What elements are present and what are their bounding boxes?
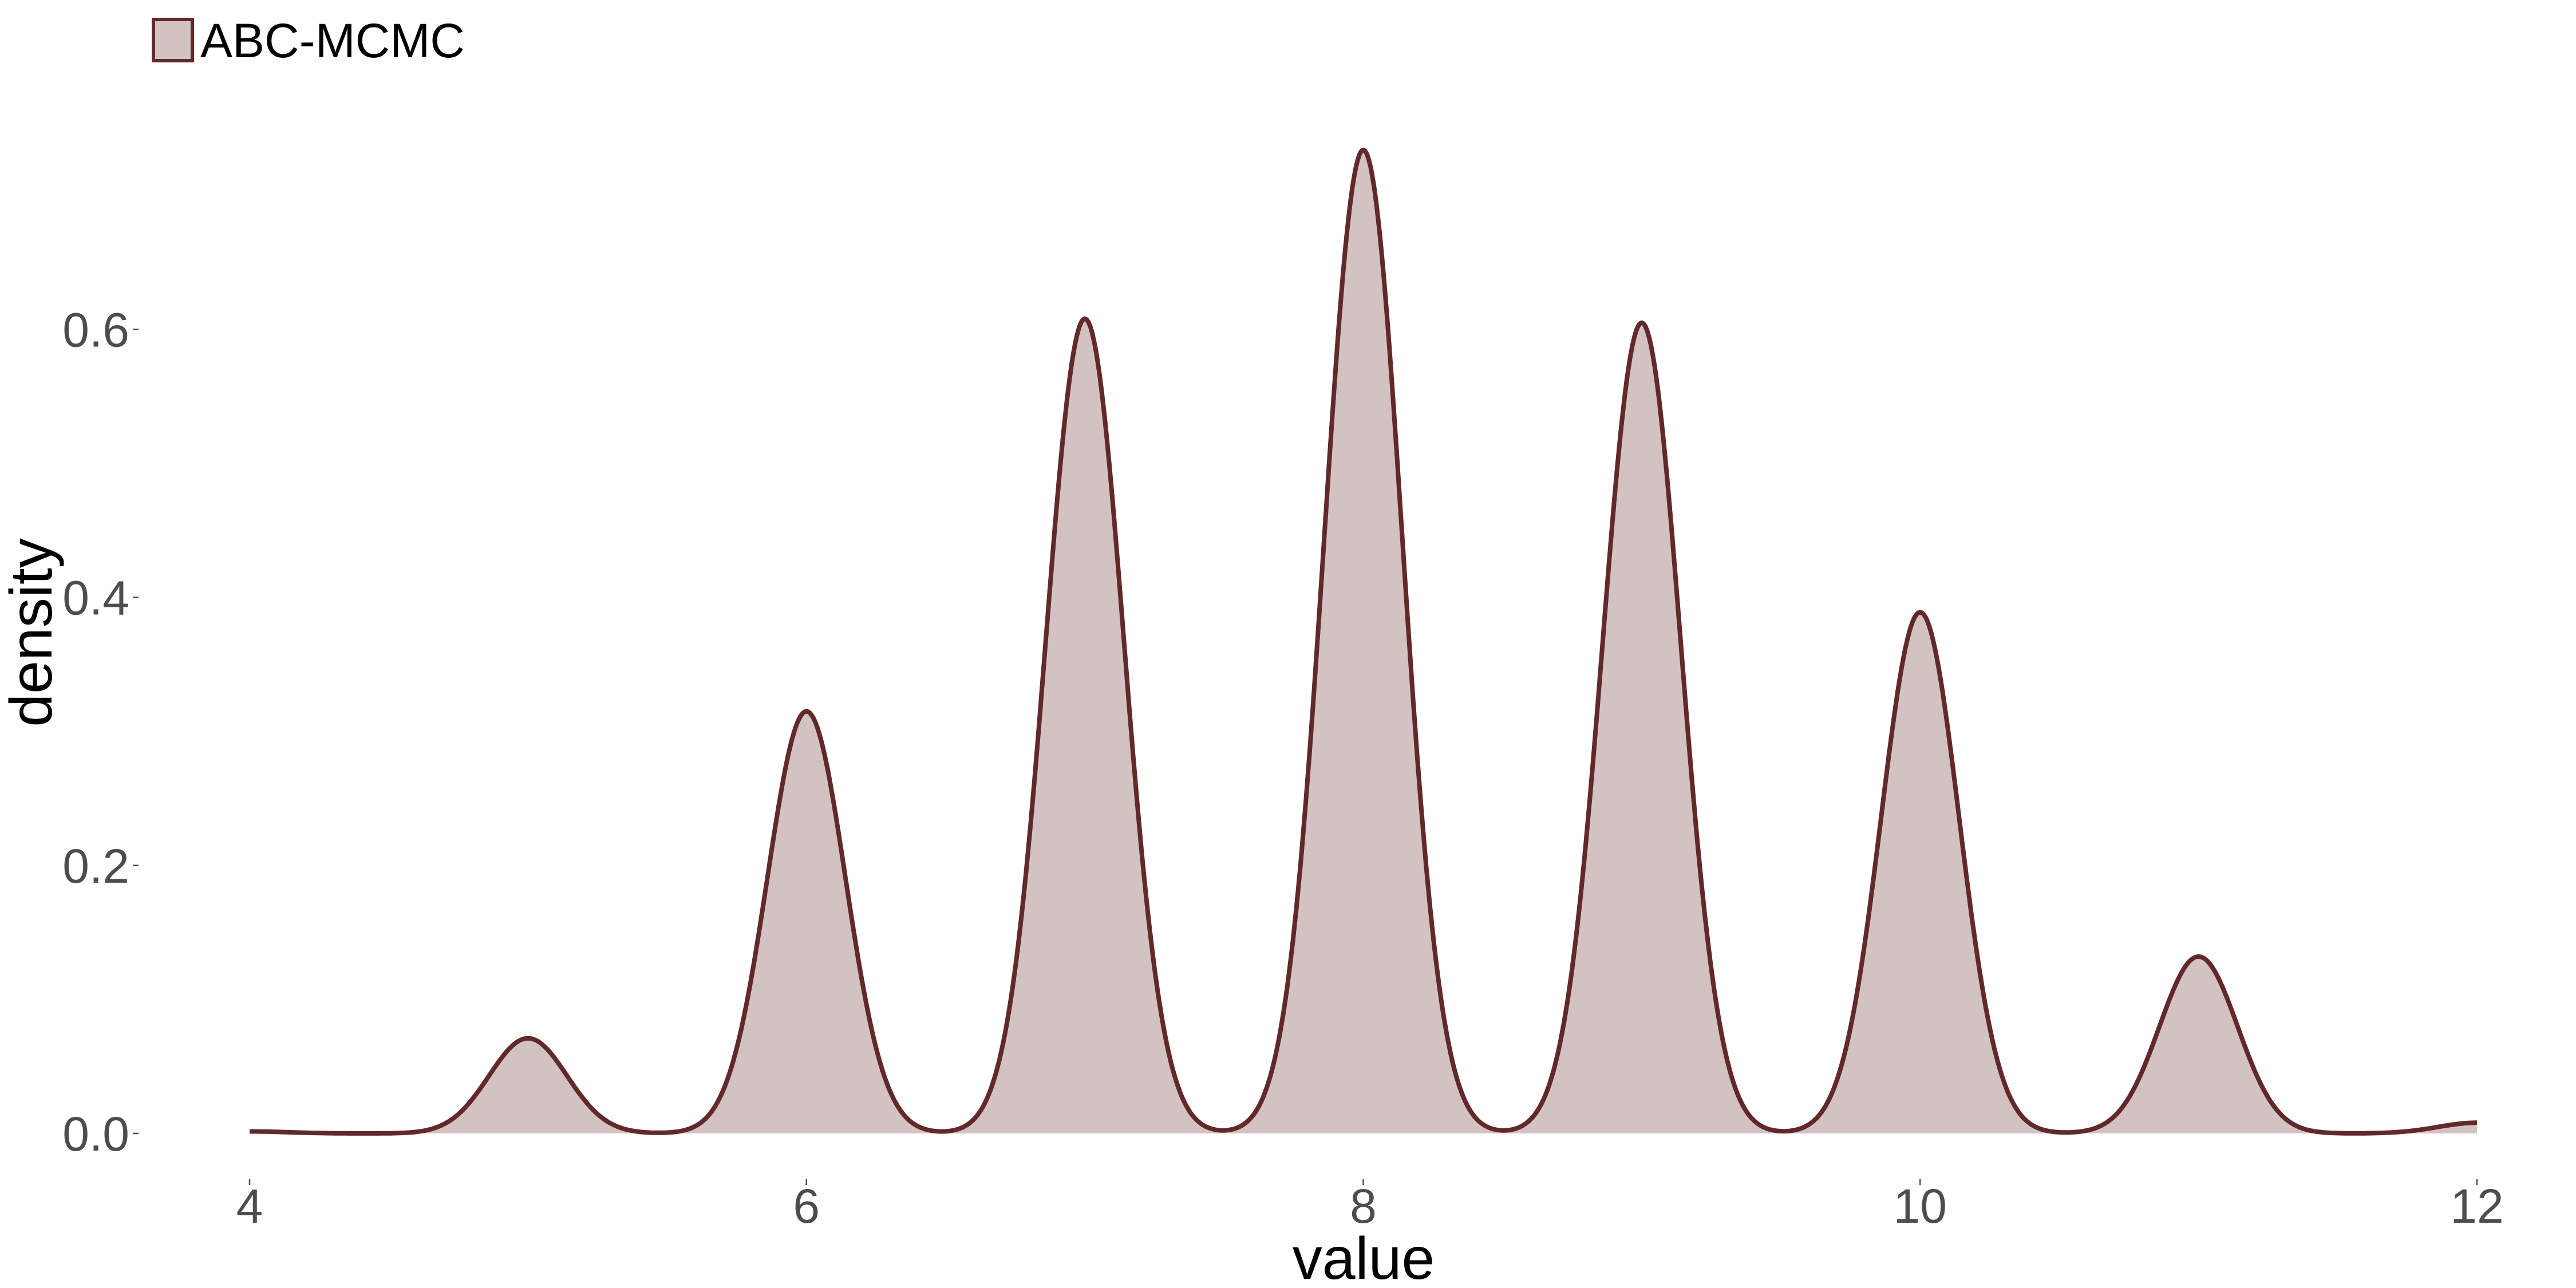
legend-key-abc-mcmc — [152, 18, 194, 62]
x-tick-label: 6 — [793, 1179, 820, 1233]
y-tick-label: 0.2 — [62, 839, 129, 893]
density-area-abc-mcmc — [250, 149, 2477, 1133]
x-tick-label: 8 — [1350, 1179, 1377, 1233]
density-line-abc-mcmc — [249, 147, 2478, 1136]
y-axis: 0.0 0.2 0.4 0.6 — [62, 303, 139, 1161]
y-axis-title: density — [0, 538, 65, 727]
legend: ABC-MCMC — [152, 14, 465, 68]
x-tick-label: 10 — [1894, 1179, 1947, 1233]
y-tick-label: 0.0 — [62, 1107, 129, 1161]
legend-label-abc-mcmc: ABC-MCMC — [200, 14, 465, 68]
plot-area — [249, 147, 2478, 1136]
x-tick-label: 12 — [2450, 1179, 2503, 1233]
x-axis: 4 6 8 10 12 — [236, 1179, 2504, 1233]
x-tick-label: 4 — [236, 1179, 263, 1233]
x-axis-title: value — [1293, 1226, 1435, 1288]
y-tick-label: 0.4 — [62, 571, 129, 625]
y-tick-label: 0.6 — [62, 303, 129, 357]
